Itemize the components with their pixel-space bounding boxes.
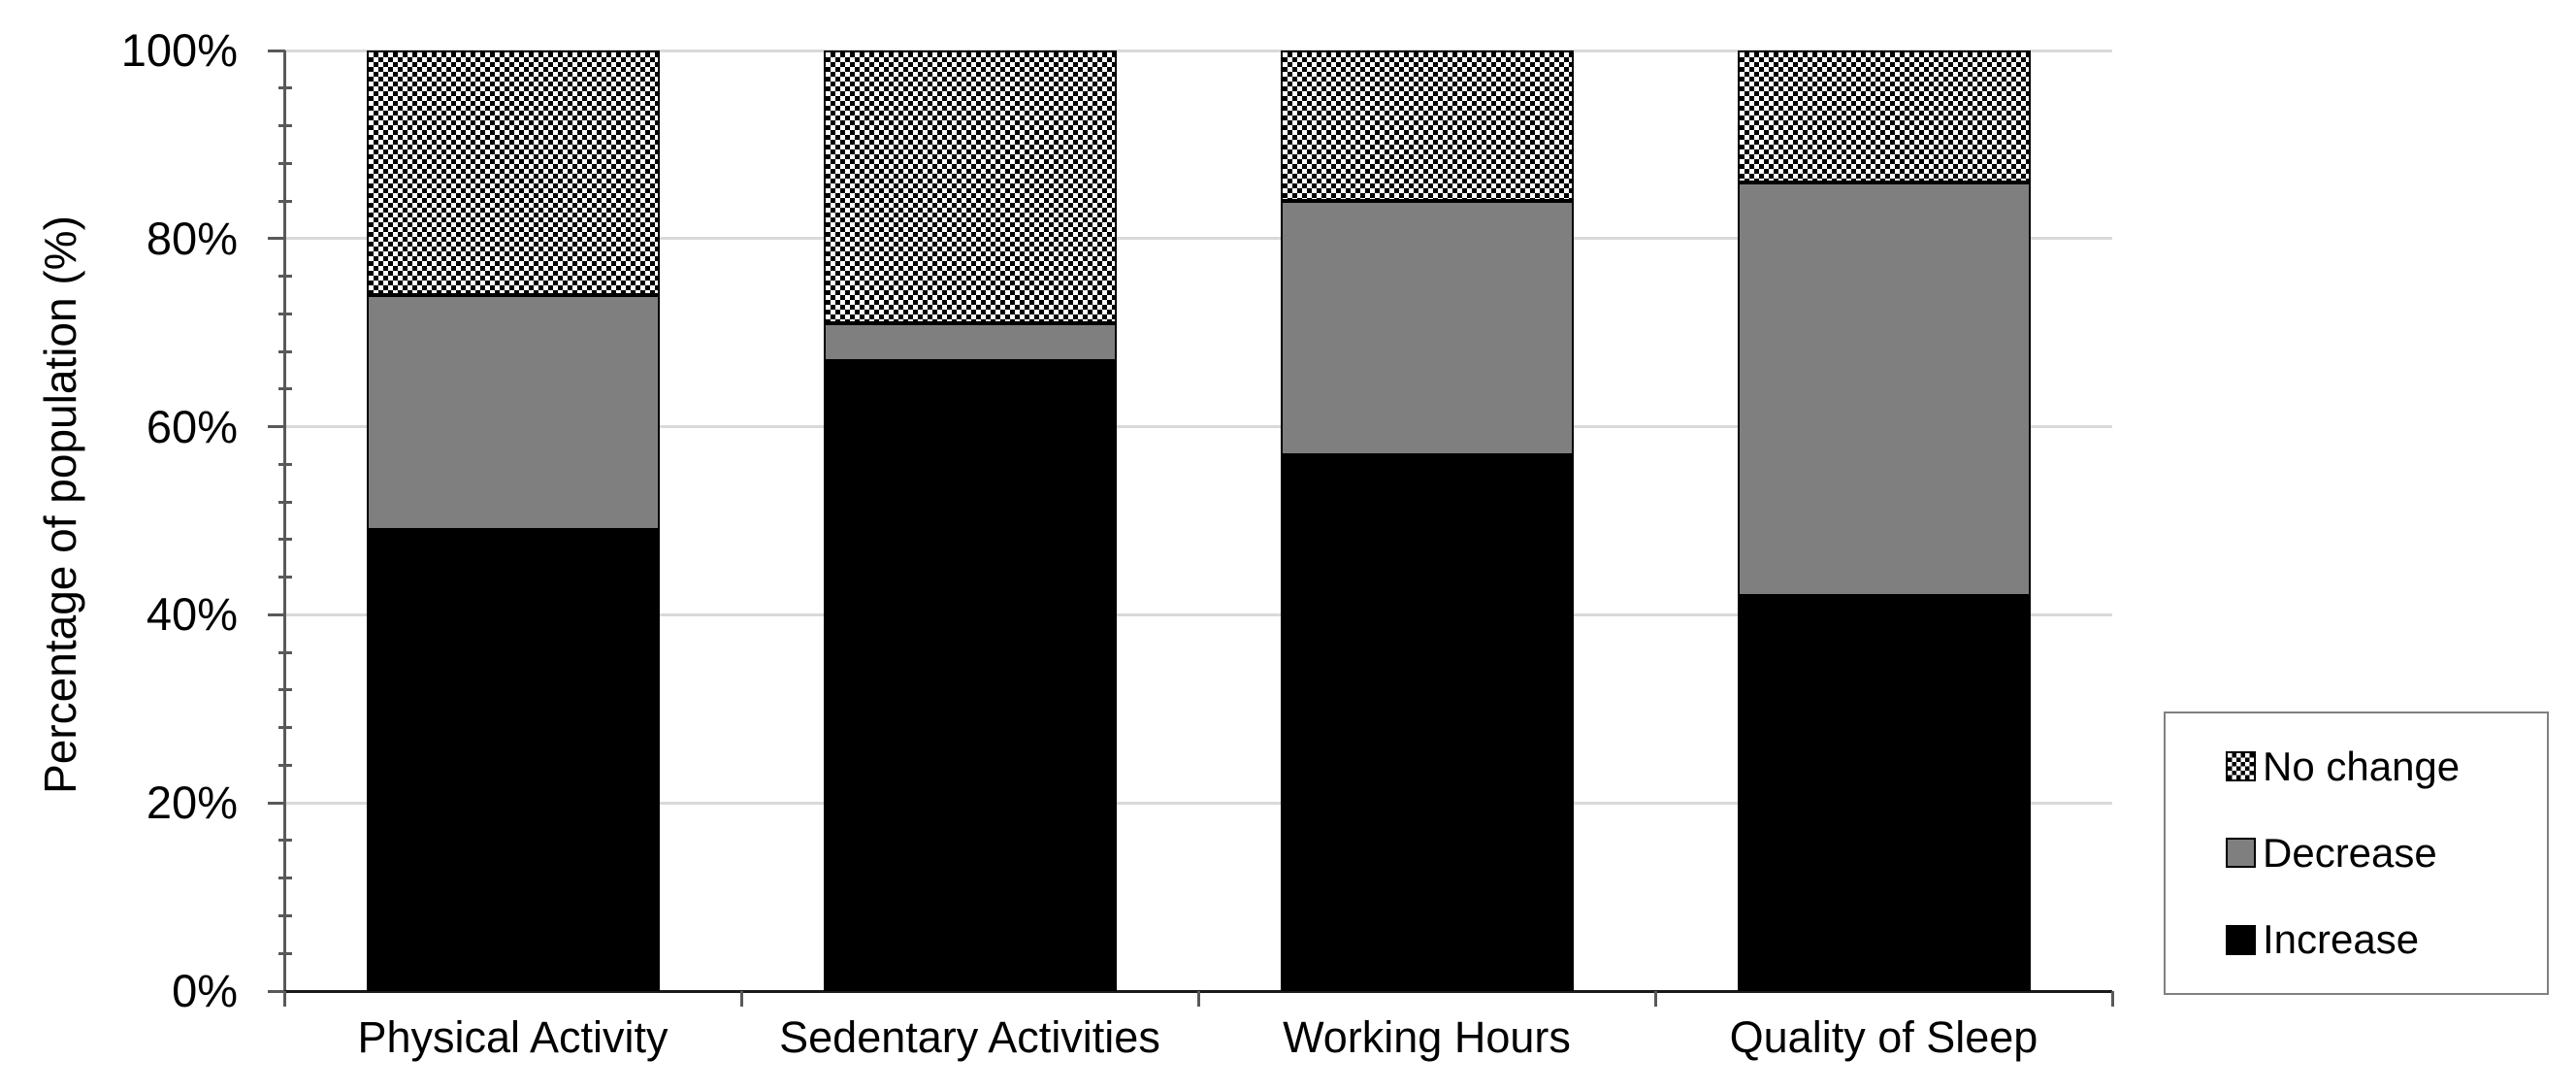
- legend-swatch-increase: [2226, 924, 2256, 955]
- y-axis-line: [282, 50, 286, 991]
- bar-segment-no-change: [823, 50, 1117, 323]
- x-boundary-tick: [1196, 991, 1200, 1007]
- bar-segment-decrease: [366, 294, 660, 531]
- y-tick-label: 100%: [120, 24, 238, 76]
- bar-segment-increase: [1737, 596, 2031, 991]
- gridline-40: [284, 612, 2112, 616]
- category-label: Quality of Sleep: [1729, 1012, 2038, 1062]
- legend-label: No change: [2263, 743, 2461, 789]
- y-tick-label: 20%: [146, 777, 238, 829]
- category-label: Physical Activity: [357, 1012, 668, 1062]
- gridline-20: [284, 801, 2112, 805]
- bar-segment-no-change: [1737, 50, 2031, 182]
- gridline-100: [284, 49, 2112, 52]
- y-tick-label: 40%: [146, 588, 238, 641]
- legend-label: Decrease: [2263, 829, 2437, 876]
- bar-segment-no-change: [1280, 50, 1574, 202]
- legend-item-increase: Increase: [2226, 917, 2537, 962]
- legend-swatch-no-change: [2226, 751, 2256, 782]
- y-major-tick: [268, 49, 285, 52]
- x-boundary-tick: [1653, 991, 1657, 1007]
- bar-segment-increase: [366, 530, 660, 991]
- y-major-tick: [268, 425, 285, 429]
- bar-segment-decrease: [1280, 201, 1574, 455]
- legend-item-no-change: No change: [2226, 743, 2537, 789]
- y-major-tick: [268, 612, 285, 616]
- y-major-tick: [268, 989, 285, 993]
- x-boundary-tick: [282, 991, 286, 1007]
- y-major-tick: [268, 237, 285, 241]
- gridline-80: [284, 237, 2112, 241]
- y-tick-label: 80%: [146, 212, 238, 264]
- y-tick-label: 0%: [172, 965, 238, 1016]
- x-boundary-tick: [2110, 991, 2114, 1007]
- legend: No change Decrease Increase: [2164, 711, 2549, 995]
- bar-segment-decrease: [1737, 182, 2031, 597]
- bar-segment-no-change: [366, 50, 660, 295]
- gridline-60: [284, 425, 2112, 429]
- y-tick-label: 60%: [146, 400, 238, 452]
- y-major-tick: [268, 801, 285, 805]
- y-axis-title: Percentage of population (%): [35, 215, 85, 794]
- bar-segment-increase: [1280, 454, 1574, 991]
- bar-segment-decrease: [823, 323, 1117, 361]
- legend-item-decrease: Decrease: [2226, 829, 2537, 876]
- legend-swatch-decrease: [2226, 838, 2256, 869]
- bar-segment-increase: [823, 360, 1117, 991]
- category-label: Sedentary Activities: [779, 1012, 1160, 1062]
- category-label: Working Hours: [1283, 1012, 1571, 1062]
- x-boundary-tick: [739, 991, 743, 1007]
- legend-label: Increase: [2263, 916, 2420, 963]
